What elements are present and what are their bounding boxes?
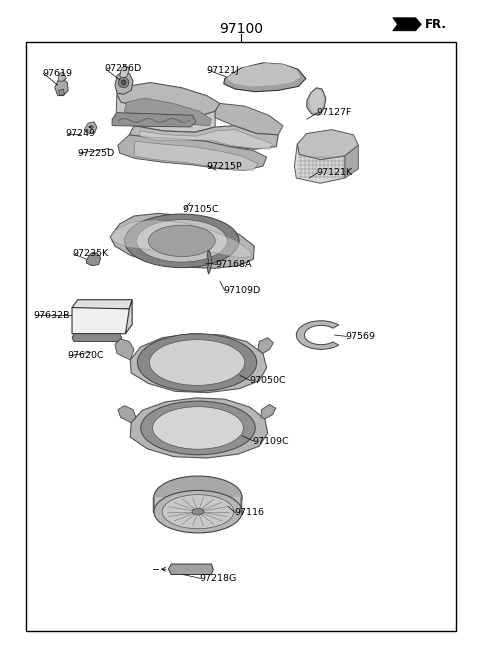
- Ellipse shape: [136, 219, 227, 262]
- Polygon shape: [124, 98, 211, 125]
- Polygon shape: [115, 339, 134, 360]
- Text: 97105C: 97105C: [183, 205, 219, 214]
- Text: 97620C: 97620C: [67, 351, 104, 361]
- Polygon shape: [84, 122, 97, 133]
- Polygon shape: [118, 135, 267, 170]
- Text: FR.: FR.: [425, 18, 447, 31]
- Polygon shape: [112, 112, 196, 127]
- Text: 97619: 97619: [42, 69, 72, 78]
- Polygon shape: [393, 18, 421, 31]
- Text: 97121J: 97121J: [206, 66, 240, 75]
- Polygon shape: [345, 145, 359, 178]
- Polygon shape: [297, 129, 359, 160]
- Ellipse shape: [148, 225, 215, 256]
- Polygon shape: [58, 72, 66, 81]
- Polygon shape: [241, 497, 242, 513]
- Text: 97235K: 97235K: [72, 250, 108, 258]
- Polygon shape: [72, 334, 121, 342]
- Polygon shape: [309, 89, 324, 112]
- Text: 97218G: 97218G: [199, 574, 237, 583]
- Text: 97100: 97100: [219, 22, 263, 36]
- Text: 97109C: 97109C: [252, 436, 288, 445]
- Polygon shape: [261, 405, 276, 419]
- Ellipse shape: [153, 407, 243, 449]
- Text: 97256D: 97256D: [104, 64, 141, 74]
- Polygon shape: [296, 321, 339, 350]
- Polygon shape: [110, 220, 252, 258]
- Ellipse shape: [137, 334, 257, 392]
- Ellipse shape: [121, 80, 126, 85]
- Ellipse shape: [124, 214, 239, 267]
- Polygon shape: [215, 103, 283, 135]
- Text: 97116: 97116: [234, 509, 264, 518]
- Polygon shape: [130, 334, 267, 393]
- Polygon shape: [116, 95, 215, 132]
- Polygon shape: [125, 300, 132, 334]
- Polygon shape: [59, 89, 64, 96]
- Ellipse shape: [192, 509, 204, 515]
- Polygon shape: [140, 129, 273, 149]
- Text: 97127F: 97127F: [316, 108, 352, 117]
- Polygon shape: [117, 83, 220, 116]
- Polygon shape: [294, 144, 345, 183]
- Ellipse shape: [154, 490, 242, 533]
- Polygon shape: [134, 141, 258, 170]
- Text: 97168A: 97168A: [215, 260, 252, 269]
- Polygon shape: [258, 338, 274, 353]
- Polygon shape: [153, 497, 154, 513]
- Text: 97050C: 97050C: [250, 376, 286, 386]
- Polygon shape: [120, 66, 129, 79]
- Ellipse shape: [118, 78, 129, 88]
- Polygon shape: [118, 406, 136, 422]
- Polygon shape: [110, 214, 254, 268]
- Polygon shape: [224, 63, 306, 92]
- Ellipse shape: [149, 340, 245, 386]
- Text: 97249: 97249: [66, 129, 96, 138]
- Polygon shape: [55, 79, 68, 96]
- Text: 97632B: 97632B: [34, 311, 71, 320]
- Text: 97215P: 97215P: [206, 162, 242, 171]
- Polygon shape: [154, 497, 242, 512]
- Text: 97121K: 97121K: [316, 168, 352, 177]
- Polygon shape: [168, 564, 213, 574]
- Polygon shape: [307, 88, 326, 115]
- Ellipse shape: [154, 476, 242, 518]
- Polygon shape: [207, 250, 211, 274]
- Ellipse shape: [141, 401, 255, 455]
- Polygon shape: [72, 307, 132, 334]
- Polygon shape: [130, 398, 268, 458]
- Polygon shape: [72, 300, 132, 309]
- Text: 97109D: 97109D: [223, 286, 261, 295]
- Polygon shape: [227, 63, 300, 87]
- Text: 97225D: 97225D: [78, 148, 115, 158]
- Text: 97569: 97569: [345, 332, 375, 341]
- Ellipse shape: [162, 495, 234, 529]
- Polygon shape: [86, 252, 101, 265]
- Polygon shape: [115, 71, 133, 95]
- Polygon shape: [129, 125, 278, 149]
